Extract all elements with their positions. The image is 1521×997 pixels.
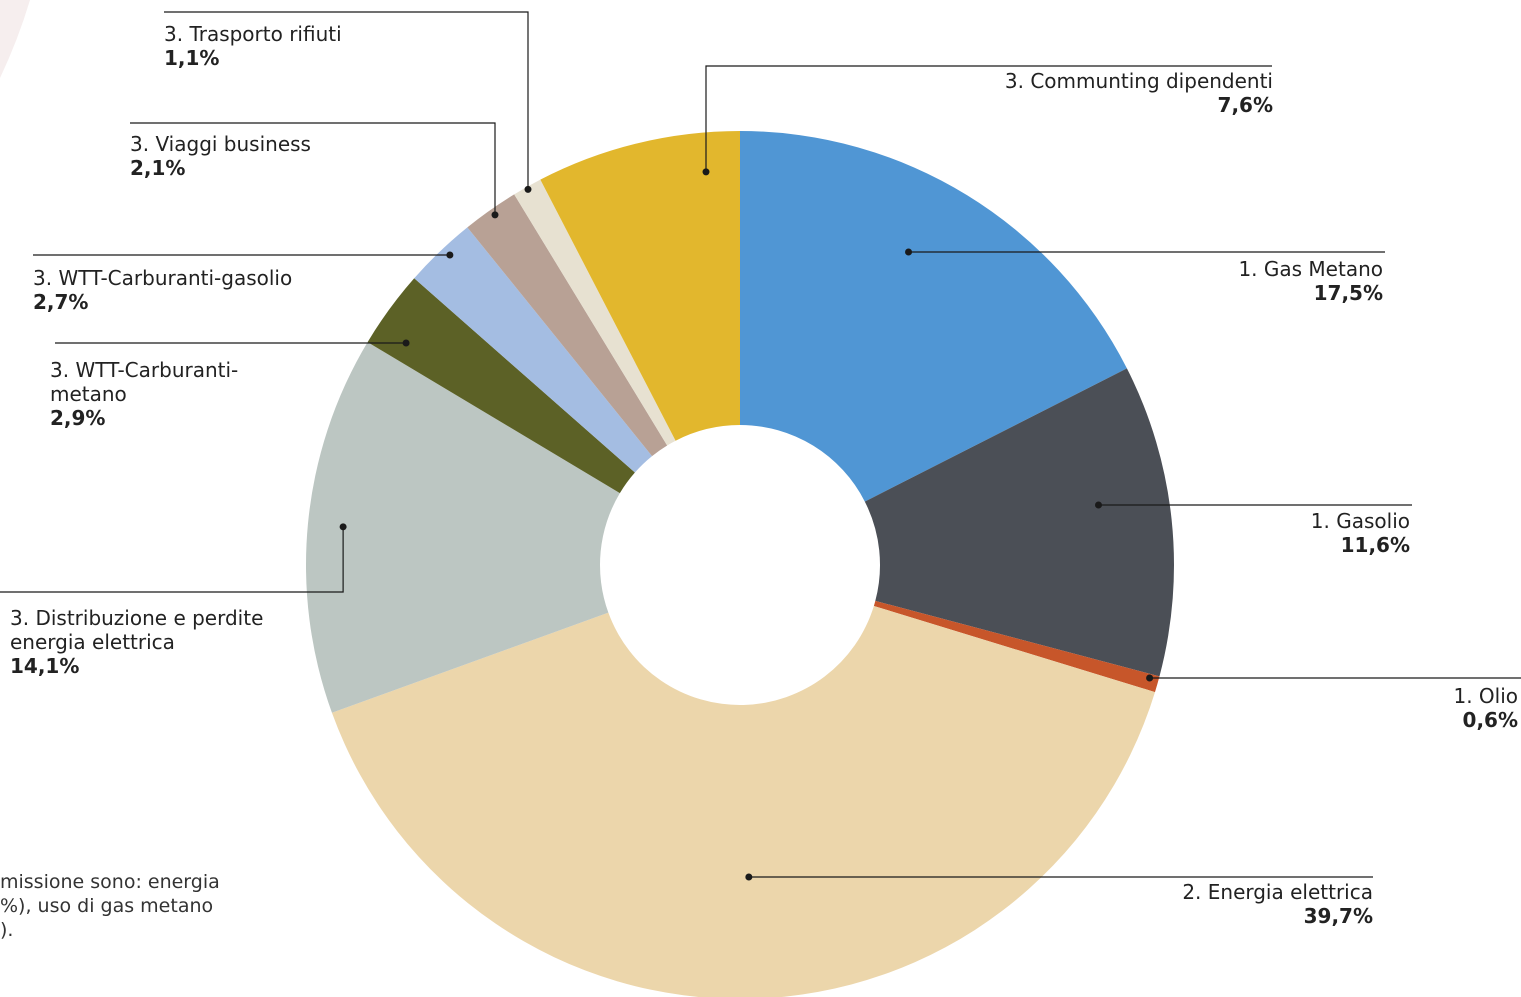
footnote-line: missione sono: energia — [0, 871, 220, 893]
label-percent: 2,9% — [50, 406, 106, 430]
leader-line — [0, 526, 344, 593]
pie-slice — [467, 194, 668, 457]
label-commuting: 3. Communting dipendenti 7,6% — [1005, 69, 1273, 117]
label-name: 3. WTT-Carburanti-metano — [50, 358, 239, 406]
label-percent: 2,7% — [33, 290, 89, 314]
leader-dot — [402, 339, 410, 347]
pie-slice — [540, 131, 740, 441]
pie-slice — [331, 605, 1155, 997]
label-olio: 1. Olio 0,6% — [1453, 684, 1518, 732]
leader-line — [164, 11, 529, 190]
leader-dot — [491, 211, 499, 219]
leader-dot — [905, 248, 913, 256]
label-wtt-gasolio: 3. WTT-Carburanti-gasolio 2,7% — [33, 266, 292, 314]
label-percent: 7,6% — [1217, 93, 1273, 117]
label-percent: 39,7% — [1303, 904, 1373, 928]
label-gasolio: 1. Gasolio 11,6% — [1311, 509, 1410, 557]
label-name: 3. WTT-Carburanti-gasolio — [33, 266, 293, 290]
label-name: 1. Olio — [1453, 684, 1518, 708]
label-percent: 0,6% — [1462, 708, 1518, 732]
leader-dot — [339, 523, 347, 531]
pie-slice — [740, 131, 1127, 502]
footnote-line: %), uso di gas metano — [0, 895, 214, 917]
leader-dot — [524, 185, 532, 193]
pie-slice — [305, 342, 620, 713]
leader-dot — [1095, 501, 1103, 509]
label-name: 3. Trasporto rifiuti — [164, 22, 342, 46]
label-percent: 1,1% — [164, 46, 220, 70]
label-wtt-metano: 3. WTT-Carburanti-metano 2,9% — [50, 358, 290, 430]
label-percent: 2,1% — [130, 156, 186, 180]
corner-decoration — [0, 0, 30, 78]
label-distribuzione: 3. Distribuzione e perdite energia elett… — [10, 606, 320, 678]
footnote-text: missione sono: energia %), uso di gas me… — [0, 870, 300, 942]
label-viaggi-business: 3. Viaggi business 2,1% — [130, 132, 311, 180]
pie-slice — [864, 368, 1174, 677]
label-name: 1. Gas Metano — [1238, 257, 1383, 281]
pie-slice — [514, 179, 676, 446]
label-name: 2. Energia elettrica — [1182, 880, 1373, 904]
label-percent: 11,6% — [1340, 533, 1410, 557]
label-name: 3. Distribuzione e perdite energia elett… — [10, 606, 264, 654]
label-name: 1. Gasolio — [1310, 509, 1410, 533]
leader-line — [705, 65, 1272, 172]
leader-dot — [702, 168, 710, 176]
label-name: 3. Viaggi business — [130, 132, 311, 156]
label-name: 3. Communting dipendenti — [1004, 69, 1273, 93]
leader-line — [130, 122, 496, 215]
pie-slice — [873, 600, 1160, 693]
label-trasporto-rifiuti: 3. Trasporto rifiuti 1,1% — [164, 22, 342, 70]
footnote-line: ). — [0, 919, 14, 941]
label-gas-metano: 1. Gas Metano 17,5% — [1238, 257, 1383, 305]
label-percent: 14,1% — [10, 654, 80, 678]
leader-dot — [446, 251, 454, 259]
pie-slice — [414, 227, 653, 473]
label-energia-elettrica: 2. Energia elettrica 39,7% — [1182, 880, 1373, 928]
leader-dot — [745, 873, 753, 881]
pie-slice — [367, 278, 635, 494]
label-percent: 17,5% — [1313, 281, 1383, 305]
leader-dot — [1146, 674, 1154, 682]
